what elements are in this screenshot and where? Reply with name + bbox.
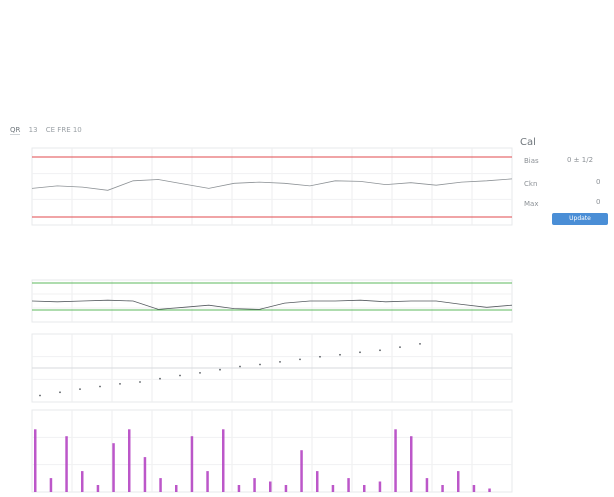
bar: [488, 488, 491, 492]
bar: [34, 429, 37, 492]
bar: [347, 478, 350, 492]
bar: [222, 429, 225, 492]
bar: [143, 457, 147, 492]
scatter-point: [239, 365, 241, 368]
scatter-point: [339, 353, 341, 356]
bar: [425, 478, 429, 492]
bar: [378, 481, 382, 492]
max-value: 0: [596, 198, 601, 206]
ckn-label: Ckn: [524, 180, 538, 188]
tab-1[interactable]: 13: [28, 126, 38, 134]
bias-label: Bias: [524, 157, 539, 165]
scatter-point: [119, 383, 121, 385]
bar: [394, 429, 397, 492]
bar: [190, 436, 194, 492]
tab-2[interactable]: CE FRE 10: [45, 126, 82, 134]
scatter-point: [379, 349, 381, 352]
bar: [253, 478, 256, 492]
bar: [81, 471, 84, 492]
scatter-point: [299, 358, 301, 361]
bar: [363, 485, 366, 492]
bar: [237, 485, 241, 492]
scatter-point: [199, 372, 201, 374]
bar: [65, 436, 68, 492]
chart-tabs: QR 13 CE FRE 10: [10, 126, 88, 135]
scatter-point: [179, 374, 181, 377]
series-line: [31, 178, 513, 191]
scatter-point: [219, 368, 221, 371]
bar: [410, 436, 413, 492]
side-panel-title: Cal: [520, 137, 536, 148]
scatter-point: [159, 377, 161, 380]
bar: [175, 485, 178, 492]
bar: [159, 478, 162, 492]
scatter-point: [259, 363, 261, 366]
scatter-point: [139, 381, 141, 383]
update-button[interactable]: Update: [552, 213, 608, 225]
scatter-point: [59, 391, 61, 394]
bar: [49, 478, 53, 492]
scatter-point: [319, 355, 321, 358]
scatter-point: [279, 361, 281, 363]
bar: [331, 485, 335, 492]
bar: [206, 471, 209, 492]
bar: [441, 485, 444, 492]
bar: [269, 481, 272, 492]
bar: [457, 471, 460, 492]
bar: [300, 450, 303, 492]
bar: [316, 471, 319, 492]
max-label: Max: [524, 200, 539, 208]
bar: [284, 485, 288, 492]
scatter-point: [39, 394, 41, 397]
scatter-point: [359, 351, 361, 354]
scatter-point: [399, 346, 401, 348]
bar: [96, 485, 100, 492]
bar: [112, 443, 115, 492]
bias-value: 0 ± 1/2: [567, 156, 594, 164]
bar: [472, 485, 476, 492]
scatter-point: [79, 388, 81, 390]
scatter-point: [99, 385, 101, 388]
scatter-point: [419, 343, 421, 345]
tab-0[interactable]: QR: [10, 126, 21, 135]
ckn-value: 0: [596, 178, 601, 186]
bar: [128, 429, 131, 492]
series-line: [31, 299, 513, 310]
